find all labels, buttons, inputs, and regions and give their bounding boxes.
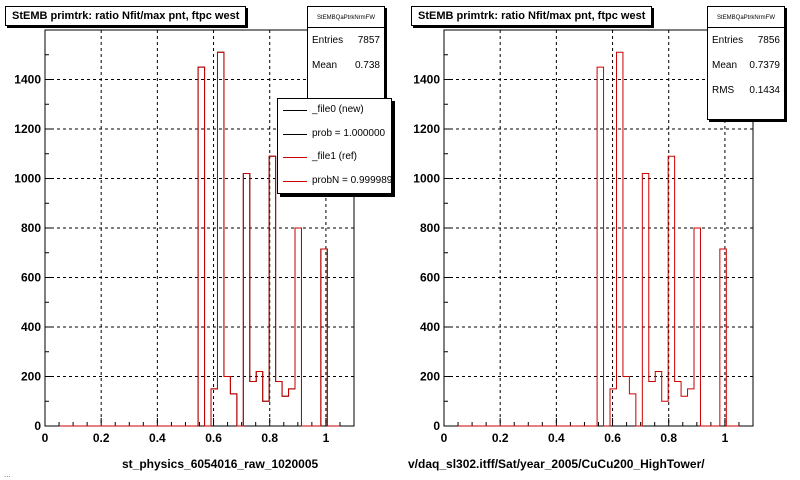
left-y-tick-label: 1200 [14,122,41,136]
left-x-tick-label: 1 [323,431,330,445]
right-stats-box: StEMBQaPtrkNrmFW Entries 7856 Mean 0.737… [707,6,785,120]
legend-line-prob [283,133,307,135]
right-rms-label: RMS [712,85,735,96]
left-x-tick-label: 0.2 [93,431,110,445]
right-x-tick-label: 1 [722,431,729,445]
right-stats-rms: RMS 0.1434 [708,78,784,103]
left-plot-frame [44,29,355,427]
left-stats-mean: Mean 0.738 [308,53,384,78]
left-mean-label: Mean [312,60,338,71]
right-x-tick-label: 0.6 [604,431,621,445]
right-x-axis-title: v/daq_sl302.itff/Sat/year_2005/CuCu200_H… [408,457,705,471]
left-mean-value: 0.738 [354,60,380,71]
right-x-tick-label: 0.2 [492,431,509,445]
left-legend: _file0 (new) prob = 1.000000 _file1 (ref… [277,98,392,194]
right-series-0-outline [458,51,739,427]
legend-label-file0: _file0 (new) [312,104,364,115]
left-entries-value: 7857 [357,35,380,46]
right-x-tick-label: 0.4 [548,431,565,445]
legend-label-prob: prob = 1.000000 [312,127,386,139]
right-y-tick-label: 1200 [413,122,440,136]
left-y-tick-label: 1000 [14,172,41,186]
left-y-tick-label: 600 [21,271,41,285]
legend-line-file1 [283,157,307,158]
left-x-tick-label: 0 [42,431,49,445]
right-entries-value: 7856 [757,35,780,46]
right-y-tick-label: 200 [420,370,440,384]
left-histogram-title: StEMB primtrk: ratio Nfit/max pnt, ftpc … [5,6,247,26]
legend-entry-file0: _file0 (new) [278,99,391,123]
right-x-tick-label: 0 [441,431,448,445]
legend-entry-file1: _file1 (ref) [278,146,391,170]
left-y-tick-label: 800 [21,221,41,235]
right-stats-mean: Mean 0.7379 [708,53,784,78]
right-stats-name: StEMBQaPtrkNrmFW [708,7,784,28]
right-stats-entries: Entries 7856 [708,28,784,53]
left-stats-entries: Entries 7857 [308,28,384,53]
right-y-tick-label: 800 [420,221,440,235]
left-entries-label: Entries [312,35,344,46]
right-histogram-title: StEMB primtrk: ratio Nfit/max pnt, ftpc … [411,6,653,26]
right-y-tick-label: 1400 [413,73,440,87]
right-mean-value: 0.7379 [749,60,780,71]
legend-entry-prob: prob = 1.000000 [278,123,391,147]
left-stats-box: StEMBQaPtrkNrmFW Entries 7857 Mean 0.738 [307,6,385,112]
right-y-tick-label: 600 [420,271,440,285]
right-y-tick-label: 1000 [413,172,440,186]
right-y-tick-label: 400 [420,320,440,334]
right-entries-label: Entries [712,35,744,46]
legend-entry-probn: probN = 0.999989 [278,170,391,194]
legend-label-file1: _file1 (ref) [312,151,358,162]
right-plot-frame [443,29,754,427]
footer-timestamp: ... [4,470,11,479]
left-stats-name: StEMBQaPtrkNrmFW [308,7,384,28]
left-x-tick-label: 0.6 [205,431,222,445]
right-rms-value: 0.1434 [749,85,780,96]
left-y-tick-label: 200 [21,370,41,384]
left-x-tick-label: 0.4 [149,431,166,445]
legend-line-probn [283,180,307,182]
left-y-tick-label: 400 [21,320,41,334]
left-y-tick-label: 1400 [14,73,41,87]
left-y-tick-label: 0 [34,419,41,433]
legend-line-file0 [283,110,307,111]
left-series-1-outline [59,51,340,427]
legend-label-probn: probN = 0.999989 [312,174,392,186]
right-y-tick-label: 0 [433,419,440,433]
right-mean-label: Mean [712,60,738,71]
left-x-axis-title: st_physics_6054016_raw_1020005 [122,457,319,471]
left-x-tick-label: 0.8 [261,431,278,445]
right-x-tick-label: 0.8 [660,431,677,445]
